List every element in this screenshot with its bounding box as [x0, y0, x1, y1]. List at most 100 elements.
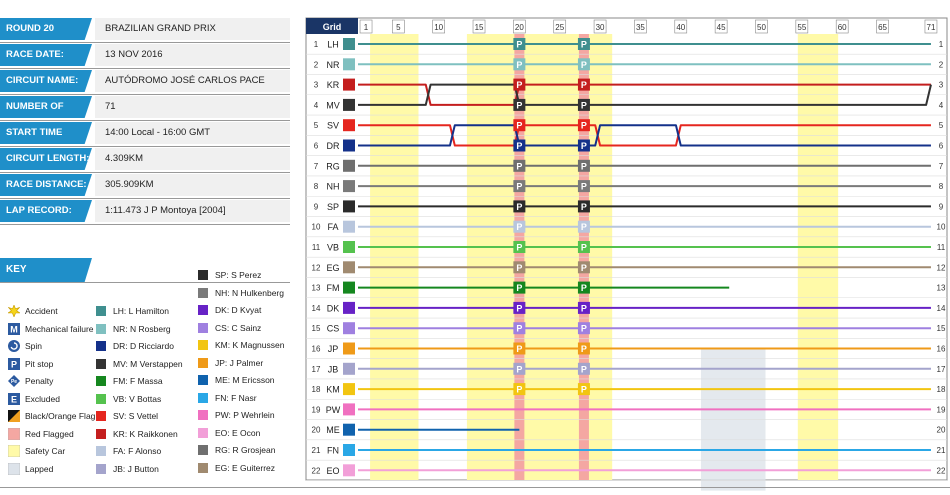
pit-marker [577, 200, 590, 213]
info-value: 71 [95, 96, 290, 118]
key-event-label: Safety Car [25, 446, 66, 456]
lap-tick-box [876, 19, 889, 34]
info-label: NUMBER OF LAPS: [0, 96, 92, 118]
driver-swatch [198, 322, 208, 333]
grid-driver-code: FA [327, 222, 338, 232]
pit-marker-label: P [581, 60, 587, 70]
pit-marker [513, 322, 526, 335]
lap-tick-box [593, 19, 607, 34]
info-label: ROUND 20 [0, 18, 92, 40]
grid-driver-swatch [343, 180, 355, 193]
grid-driver-code: LH [327, 40, 339, 50]
grid-position-label: 5 [314, 121, 319, 130]
pit-marker-label: P [516, 121, 522, 131]
grid-driver-swatch [343, 403, 355, 416]
pit-marker-label: P [581, 222, 587, 232]
pit-marker-label: P [581, 100, 587, 110]
grid-driver-swatch [343, 342, 355, 355]
pit-marker-label: P [581, 161, 587, 171]
driver-swatch [198, 305, 208, 315]
pit-marker-label: P [516, 182, 522, 192]
final-position-label: 13 [937, 284, 946, 293]
final-position-label: 15 [937, 324, 946, 333]
driver-swatch [96, 463, 106, 474]
info-value: 4.309KM [95, 148, 290, 170]
final-position-label: 5 [939, 121, 944, 130]
key-title: KEY [0, 258, 92, 282]
grid-driver-code: SP [327, 202, 339, 212]
grid-driver-code: EG [326, 263, 339, 273]
pit-marker-label: P [581, 385, 587, 395]
info-row: START TIME 14:00 Local - 16:00 GMT [0, 122, 290, 147]
driver-swatch [198, 375, 208, 385]
pit-marker [513, 261, 526, 274]
pit-marker-label: P [516, 161, 522, 171]
lap-tick-label: 5 [396, 23, 401, 32]
grid-driver-code: KR [327, 80, 340, 90]
pit-marker [577, 98, 590, 111]
key-driver-label: KR: K Raikkonen [113, 428, 178, 439]
grid-driver-code: CS [327, 324, 340, 334]
grid-driver-code: FM [327, 283, 340, 293]
key-driver-label: RG: R Grosjean [215, 445, 276, 455]
pit-marker-label: P [516, 303, 522, 313]
mechanical-icon: M [8, 322, 20, 335]
key-driver-label: EO: E Ocon [215, 427, 261, 438]
pit-marker-label: P [581, 80, 587, 90]
driver-swatch [198, 427, 208, 438]
pit-marker [513, 98, 526, 111]
info-row: ROUND 20 BRAZILIAN GRAND PRIX [0, 18, 290, 43]
series-line-dr [358, 124, 931, 147]
grid-driver-code: MV [326, 100, 340, 110]
pit-marker-label: P [581, 182, 587, 192]
pit-marker-label: P [581, 324, 587, 334]
svg-text:M: M [10, 324, 18, 334]
grid-driver-code: DK [327, 303, 340, 313]
lap-tick-box [835, 19, 849, 34]
driver-swatch [96, 446, 106, 456]
lap-tick-box [359, 19, 373, 34]
lap-tick-label: 71 [927, 23, 936, 32]
info-value: 13 NOV 2016 [95, 44, 290, 66]
key-driver-label: SP: S Perez [215, 270, 262, 280]
info-separator [0, 120, 290, 121]
sc-icon [7, 444, 21, 458]
driver-swatch [96, 393, 106, 404]
key-event-label: Lapped [25, 463, 54, 474]
series-line-mv [358, 83, 932, 106]
lap-tick-label: 15 [475, 23, 484, 32]
lap-tick-box [674, 19, 688, 34]
lap-tick-box [795, 19, 809, 34]
pit-marker [577, 180, 590, 193]
grid-driver-code: ME [326, 425, 340, 435]
final-position-label: 9 [939, 202, 944, 211]
final-position-label: 2 [939, 60, 944, 69]
key-driver-label: FA: F Alonso [113, 446, 162, 456]
pit-marker-label: P [516, 243, 522, 253]
grid-driver-swatch [343, 261, 355, 274]
lap-tick-box [714, 19, 728, 34]
pit-marker [577, 58, 590, 71]
key-event-label: Mechanical failure [25, 323, 94, 334]
pit-marker [513, 159, 526, 172]
pit-marker [513, 220, 526, 233]
grid-driver-swatch [343, 444, 355, 456]
pit-marker-label: P [581, 303, 587, 313]
pit-marker [577, 159, 590, 172]
grid-position-label: 11 [312, 243, 321, 252]
pit-marker-label: P [516, 263, 522, 273]
key-event-label: Black/Orange Flag [25, 411, 96, 421]
pit-marker-label: P [581, 121, 587, 131]
key-driver-label: KM: K Magnussen [215, 340, 285, 350]
pit-marker [513, 281, 526, 294]
grid-position-label: 2 [314, 60, 319, 69]
pit-marker-label: P [516, 344, 522, 354]
pit-marker-label: P [581, 344, 587, 354]
lapped-icon [7, 462, 21, 475]
lap-tick-label: 45 [717, 23, 726, 32]
pit-marker-label: P [516, 60, 522, 70]
key-event-label: Accident [25, 306, 58, 316]
flag-icon [8, 410, 20, 422]
info-separator [0, 224, 290, 225]
